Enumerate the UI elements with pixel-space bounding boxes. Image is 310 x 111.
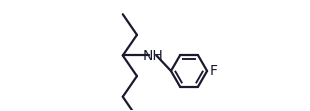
Text: F: F <box>210 64 218 78</box>
Text: NH: NH <box>142 49 163 62</box>
